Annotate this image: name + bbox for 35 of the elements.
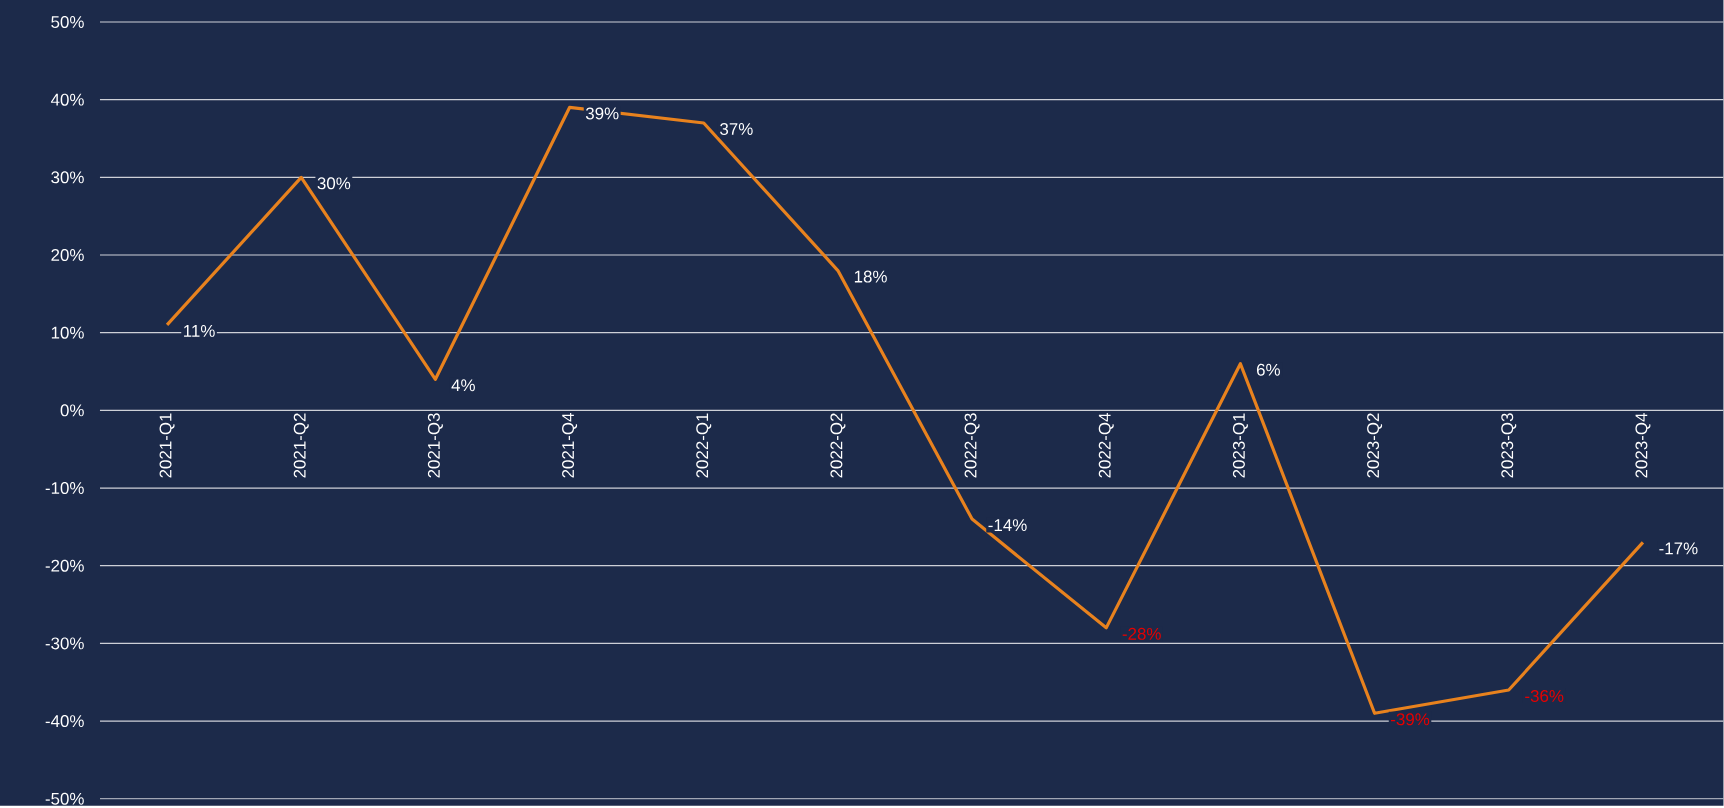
data-label: -14% [988, 519, 1027, 532]
x-tick-label: 2021-Q4 [562, 413, 578, 478]
data-label: 4% [451, 379, 475, 392]
y-tick-label: 0% [60, 404, 84, 417]
data-label: -39% [1391, 713, 1430, 726]
x-tick-label: 2021-Q1 [159, 413, 175, 478]
data-label: 11% [184, 324, 215, 337]
data-label: -28% [1122, 627, 1161, 640]
y-tick-label: 30% [51, 171, 84, 184]
x-tick-label: 2023-Q3 [1501, 413, 1517, 478]
x-tick-label: 2023-Q2 [1367, 413, 1383, 478]
x-tick-label: 2021-Q2 [293, 413, 309, 478]
y-tick-label: 20% [51, 249, 84, 261]
data-label: 30% [317, 177, 351, 190]
data-label: 6% [1256, 363, 1280, 376]
y-tick-label: -50% [45, 792, 84, 805]
x-tick-label: 2023-Q4 [1635, 413, 1651, 478]
data-label: 18% [854, 270, 887, 283]
data-label: -17% [1659, 542, 1698, 555]
y-tick-label: -10% [45, 482, 84, 495]
y-tick-label: -30% [45, 637, 84, 650]
y-tick-label: 50% [51, 15, 84, 28]
x-tick-label: 2022-Q3 [964, 413, 980, 478]
y-tick-label: -40% [45, 715, 84, 728]
x-tick-label: 2021-Q3 [427, 413, 443, 478]
x-tick-label: 2022-Q2 [830, 413, 846, 478]
x-tick-label: 2022-Q4 [1098, 413, 1114, 478]
data-label: 39% [585, 107, 619, 120]
x-tick-label: 2022-Q1 [696, 413, 712, 478]
y-tick-label: 10% [51, 326, 84, 339]
x-tick-label: 2023-Q1 [1232, 413, 1248, 478]
y-tick-label: -20% [45, 559, 84, 572]
data-label: 37% [720, 122, 753, 135]
data-label: -36% [1525, 689, 1564, 702]
y-tick-label: 40% [50, 93, 84, 106]
